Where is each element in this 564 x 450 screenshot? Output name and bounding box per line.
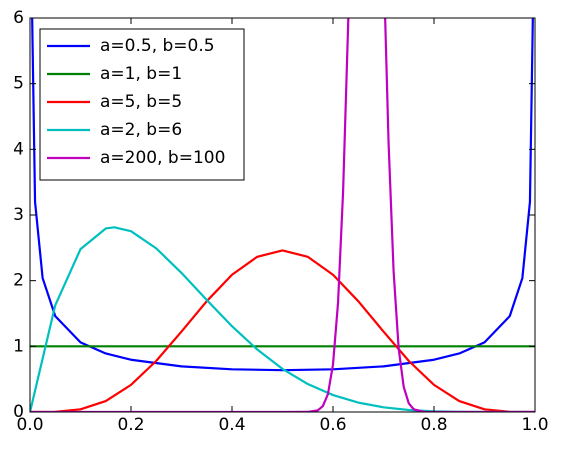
legend-label: a=5, b=5	[100, 92, 182, 112]
x-tick-label: 0.4	[218, 415, 245, 435]
y-tick-label: 2	[13, 271, 24, 291]
y-tick-label: 1	[13, 336, 24, 356]
y-tick-label: 6	[13, 8, 24, 28]
y-tick-label: 0	[13, 402, 24, 422]
series-line	[30, 18, 535, 412]
legend-box	[39, 28, 245, 181]
x-tick-label: 0.2	[117, 415, 144, 435]
y-tick-label: 3	[13, 205, 24, 225]
series-line	[30, 249, 535, 412]
legend-label: a=2, b=6	[100, 120, 182, 140]
y-tick-label: 5	[13, 74, 24, 94]
x-tick-label: 0.6	[319, 415, 346, 435]
legend: a=0.5, b=0.5 a=1, b=1 a=5, b=5 a=2, b=6 a=20…	[39, 28, 245, 181]
x-tick-label: 0.8	[420, 415, 447, 435]
legend-label: a=0.5, b=0.5	[100, 36, 215, 56]
series-line	[30, 226, 535, 412]
legend-label: a=200, b=100	[100, 148, 225, 168]
legend-label: a=1, b=1	[100, 64, 182, 84]
x-tick-label: 0.0	[16, 415, 43, 435]
y-tick-label: 4	[13, 139, 24, 159]
x-tick-label: 1.0	[521, 415, 548, 435]
